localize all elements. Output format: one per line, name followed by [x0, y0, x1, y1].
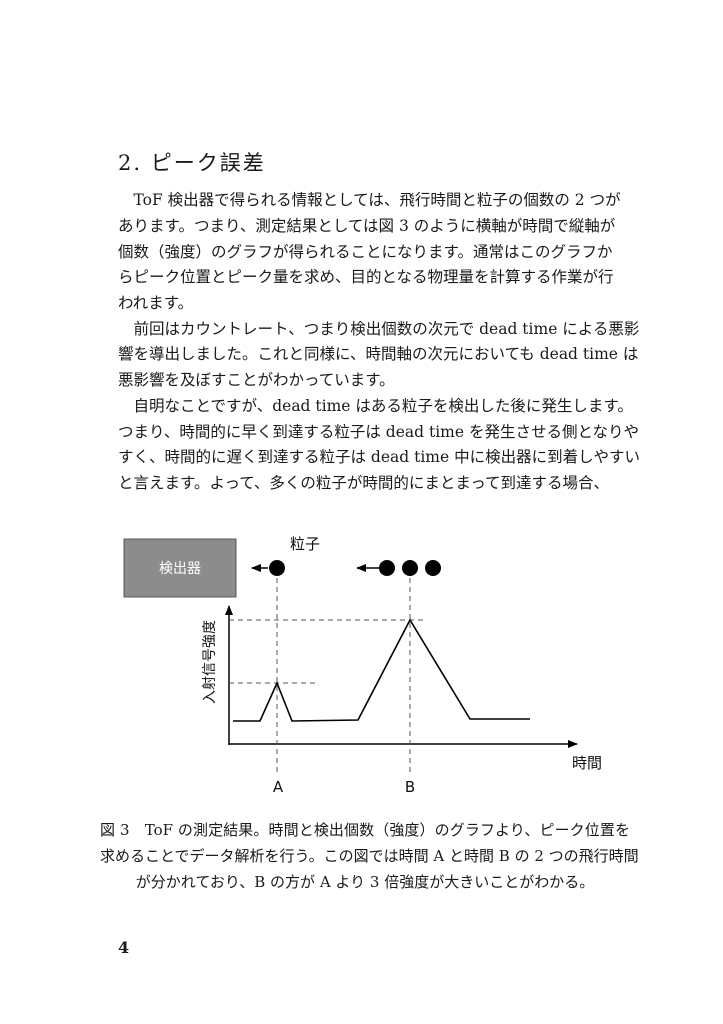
- particle-label: 粒子: [290, 535, 320, 553]
- particle-dot: [425, 560, 441, 576]
- figure-caption-line: 求めることでデータ解析を行う。この図では時間 A と時間 B の 2 つの飛行時…: [100, 847, 639, 865]
- particle-dot: [269, 560, 285, 576]
- figure-caption-line: 図 3 ToF の測定結果。時間と検出個数（強度）のグラフより、ピーク位置を: [100, 821, 630, 839]
- section-title: 2. ピーク誤差: [118, 151, 266, 175]
- page-number: 4: [118, 938, 130, 957]
- body-line: 個数（強度）のグラフが得られることになります。通常はこのグラフか: [118, 243, 613, 261]
- particle-dot: [379, 560, 395, 576]
- body-line: らピーク位置とピーク量を求め、目的となる物理量を計算する作業が行: [118, 268, 614, 286]
- x-axis-label: 時間: [572, 754, 602, 772]
- signal-trace: [233, 618, 530, 722]
- detector-box: [123, 538, 237, 598]
- body-line: われます。: [118, 294, 194, 312]
- figure-caption-line: が分かれており、B の方が A より 3 倍強度が大きいことがわかる。: [135, 873, 595, 891]
- body-line: ToF 検出器で得られる情報としては、飛行時間と粒子の個数の 2 つが: [118, 191, 621, 209]
- body-line: 自明なことですが、dead time はある粒子を検出した後に発生します。: [118, 397, 633, 415]
- marker-a-label: A: [273, 778, 284, 796]
- body-line: つまり、時間的に早く到達する粒子は dead time を発生させる側となりや: [118, 423, 640, 441]
- body-line: すく、時間的に遅く到達する粒子は dead time 中に検出器に到着しやすい: [118, 448, 640, 466]
- particle-dot: [402, 560, 418, 576]
- marker-b-label: B: [405, 778, 415, 796]
- body-line: 前回はカウントレート、つまり検出個数の次元で dead time による悪影: [118, 320, 640, 338]
- body-line: と言えます。よって、多くの粒子が時間的にまとまって到達する場合、: [118, 474, 610, 492]
- y-axis-label: 入射信号強度: [202, 620, 218, 704]
- body-line: あります。つまり、測定結果としては図 3 のように横軸が時間で縦軸が: [118, 217, 616, 235]
- body-line: 響を導出しました。これと同様に、時間軸の次元においても dead time は: [118, 345, 639, 363]
- body-line: 悪影響を及ぼすことがわかっています。: [118, 371, 395, 389]
- detector-label: 検出器: [159, 561, 201, 577]
